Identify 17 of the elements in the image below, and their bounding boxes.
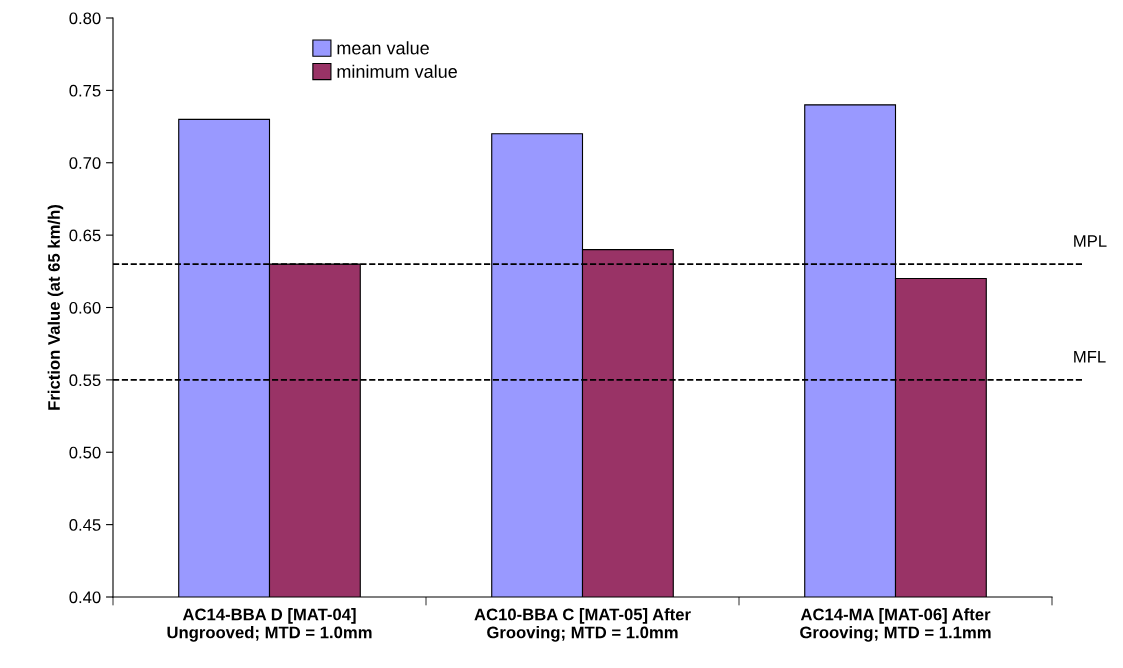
y-tick-label: 0.45: [69, 519, 101, 531]
y-tick-label: 0.65: [69, 229, 101, 242]
y-tick-label: 0.50: [69, 446, 101, 459]
y-axis-title: Friction Value (at 65 km/h): [47, 205, 64, 410]
y-tick-label: 0.70: [69, 157, 101, 169]
y-tick-label: 0.55: [69, 374, 101, 387]
x-tick-label: AC14-BBA D [MAT-04] Ungrooved; MTD = 1.0mm: [167, 608, 372, 642]
legend-label: mean value: [337, 41, 429, 55]
y-tick-label: 0.60: [69, 301, 101, 314]
ref-line-label: MPL: [1074, 235, 1107, 247]
x-tick-label: AC14-MA [MAT-06] After Grooving; MTD = 1.1mm: [800, 608, 991, 642]
legend-label: minimum value: [337, 64, 457, 78]
y-tick-label: 0.75: [69, 84, 101, 97]
y-tick-label: 0.80: [69, 12, 101, 25]
ref-line-label: MFL: [1074, 351, 1106, 363]
x-tick-label: AC10-BBA C [MAT-05] After Grooving; MTD = 1.0mm: [474, 608, 691, 642]
y-tick-label: 0.40: [69, 591, 101, 604]
